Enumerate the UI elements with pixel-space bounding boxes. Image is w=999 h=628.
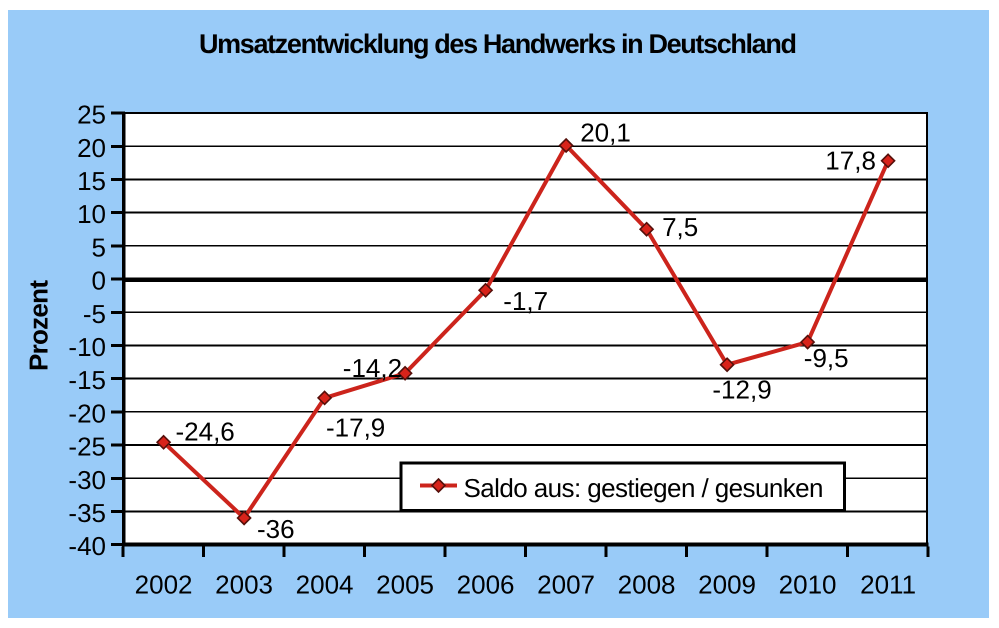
svg-text:-12,9: -12,9 — [712, 375, 771, 405]
svg-text:-25: -25 — [68, 432, 106, 462]
svg-text:7,5: 7,5 — [662, 212, 698, 242]
svg-text:-14,2: -14,2 — [343, 353, 402, 383]
svg-text:20: 20 — [77, 133, 106, 163]
svg-text:17,8: 17,8 — [825, 145, 876, 175]
svg-text:-9,5: -9,5 — [804, 343, 849, 373]
svg-text:-36: -36 — [257, 514, 295, 544]
svg-text:10: 10 — [77, 199, 106, 229]
svg-text:-30: -30 — [68, 465, 106, 495]
svg-text:25: 25 — [77, 100, 106, 130]
svg-text:2009: 2009 — [698, 570, 756, 600]
svg-text:2003: 2003 — [215, 570, 273, 600]
svg-text:2006: 2006 — [457, 570, 515, 600]
svg-text:2002: 2002 — [135, 570, 193, 600]
svg-text:-40: -40 — [68, 531, 106, 561]
svg-text:2011: 2011 — [860, 570, 916, 600]
svg-text:2010: 2010 — [779, 570, 837, 600]
svg-text:2005: 2005 — [376, 570, 434, 600]
svg-text:2007: 2007 — [537, 570, 595, 600]
svg-text:0: 0 — [92, 266, 106, 296]
svg-text:-10: -10 — [68, 332, 106, 362]
svg-text:-17,9: -17,9 — [326, 412, 385, 442]
svg-text:2008: 2008 — [618, 570, 676, 600]
svg-text:-15: -15 — [68, 365, 106, 395]
svg-text:Saldo aus: gestiegen / gesunke: Saldo aus: gestiegen / gesunken — [464, 473, 824, 503]
svg-text:2004: 2004 — [296, 570, 354, 600]
svg-text:5: 5 — [92, 232, 106, 262]
svg-text:-5: -5 — [83, 299, 106, 329]
svg-text:-1,7: -1,7 — [503, 286, 548, 316]
svg-text:-24,6: -24,6 — [176, 417, 235, 447]
svg-text:Umsatzentwicklung des Handwerk: Umsatzentwicklung des Handwerks in Deuts… — [199, 29, 797, 59]
svg-text:Prozent: Prozent — [24, 280, 54, 371]
svg-text:20,1: 20,1 — [580, 118, 631, 148]
svg-text:15: 15 — [77, 166, 106, 196]
svg-text:-35: -35 — [68, 498, 106, 528]
svg-text:-20: -20 — [68, 398, 106, 428]
